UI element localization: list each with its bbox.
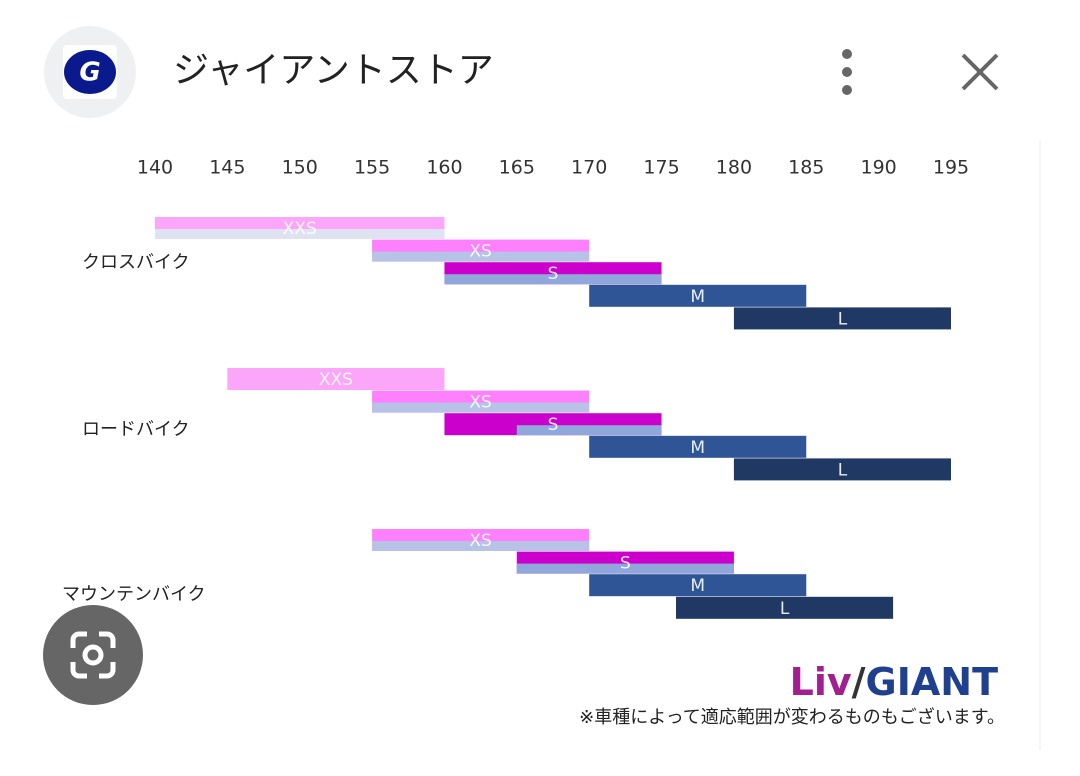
x-tick-label: 165 <box>499 157 535 179</box>
x-tick-label: 150 <box>282 157 318 179</box>
logo <box>64 50 116 94</box>
size-bar <box>589 284 807 307</box>
size-bar <box>676 596 894 619</box>
x-tick-label: 175 <box>643 157 679 179</box>
size-bar-sub <box>516 425 662 436</box>
brand: Liv/GIANT <box>790 660 998 704</box>
group-label: クロスバイク <box>82 252 190 273</box>
note: ※車種によって適応範囲が変わるものもございます。 <box>579 706 1005 728</box>
x-tick-label: 170 <box>571 157 607 179</box>
close-button[interactable] <box>961 53 999 91</box>
size-bar-sub <box>516 563 734 574</box>
size-label: M <box>690 576 705 596</box>
logo-glyph: G <box>79 58 100 88</box>
x-tick-label: 185 <box>788 157 824 179</box>
x-tick-label: 155 <box>354 157 390 179</box>
size-label: S <box>620 554 631 574</box>
size-bar-sub <box>372 402 590 413</box>
x-tick-label: 195 <box>933 157 969 179</box>
chart: 140 145 150 155 160 165 170 175 180 185 190 195 クロスバ… <box>62 157 969 619</box>
size-label: S <box>548 415 559 435</box>
size-bar <box>589 435 807 458</box>
size-bar-sub <box>155 229 445 239</box>
size-bar <box>733 307 951 330</box>
size-bar-sub <box>372 541 590 551</box>
size-label: XXS <box>319 370 353 390</box>
size-label: L <box>838 309 848 329</box>
group-label: マウンテンバイク <box>62 584 206 605</box>
size-label: XS <box>469 393 491 413</box>
size-label: L <box>780 599 790 619</box>
x-tick-label: 140 <box>137 157 173 179</box>
size-bar-sub <box>372 251 590 262</box>
size-bar <box>227 368 445 390</box>
lens-button[interactable] <box>43 605 143 705</box>
size-label: M <box>690 287 705 307</box>
menu-button[interactable] <box>842 49 852 95</box>
size-label: XXS <box>283 219 317 239</box>
size-bar <box>589 574 807 597</box>
size-label: M <box>690 438 705 458</box>
size-label: S <box>548 264 559 284</box>
app-title: ジャイアントストア <box>173 50 494 91</box>
size-label: L <box>838 460 848 480</box>
x-tick-label: 190 <box>861 157 897 179</box>
x-tick-label: 145 <box>209 157 245 179</box>
x-tick-label: 180 <box>716 157 752 179</box>
size-label: XS <box>469 242 491 262</box>
size-bar-sub <box>444 274 662 285</box>
lens-icon <box>70 631 116 679</box>
size-label: XS <box>469 531 491 551</box>
size-bar <box>733 458 951 481</box>
group-label: ロードバイク <box>82 419 190 440</box>
x-tick-label: 160 <box>426 157 462 179</box>
